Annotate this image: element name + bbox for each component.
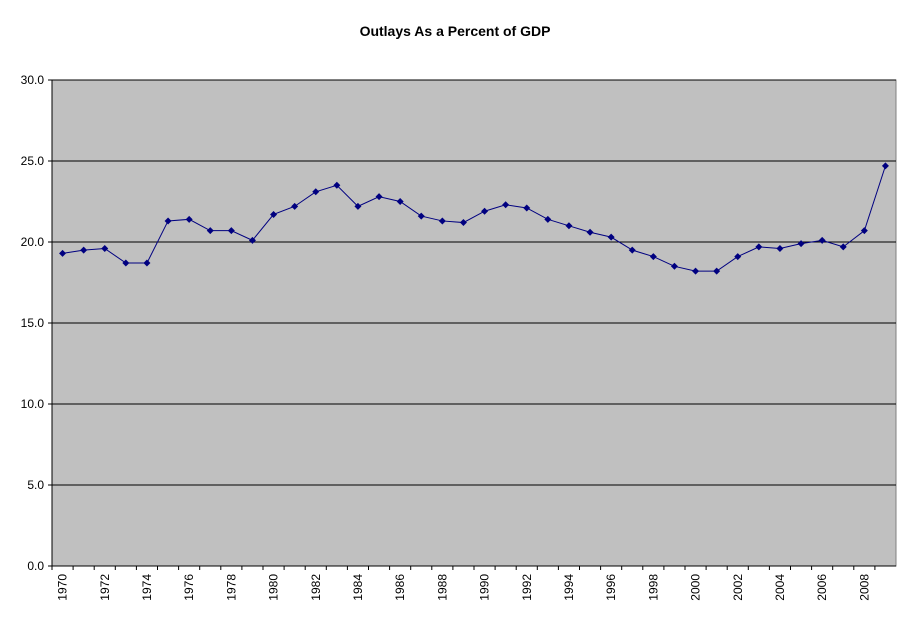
data-point	[607, 233, 615, 241]
data-point	[80, 246, 88, 254]
x-tick-label: 1986	[393, 574, 407, 601]
data-point	[713, 267, 721, 275]
x-tick-label: 1992	[520, 574, 534, 601]
data-point	[396, 198, 404, 205]
data-point	[270, 210, 278, 218]
chart-title: Outlays As a Percent of GDP	[360, 23, 551, 39]
y-tick-label: 5.0	[27, 478, 44, 492]
x-tick-label: 2008	[857, 574, 871, 601]
x-tick-label: 1988	[435, 574, 449, 601]
data-point	[185, 215, 193, 223]
data-point	[734, 253, 742, 261]
data-point	[586, 228, 594, 236]
data-point	[818, 236, 826, 244]
data-point	[860, 227, 868, 235]
x-tick-label: 1998	[646, 574, 660, 601]
data-point	[502, 201, 510, 209]
x-tick-label: 1976	[182, 574, 196, 601]
x-tick-label: 1982	[309, 574, 323, 601]
data-point	[354, 202, 362, 210]
data-point	[755, 243, 763, 251]
x-tick-label: 1980	[267, 574, 281, 601]
x-tick-label: 1990	[478, 574, 492, 601]
data-point	[544, 215, 552, 223]
data-point	[523, 204, 531, 212]
data-point	[206, 227, 214, 235]
data-point	[565, 222, 573, 230]
data-line	[62, 165, 886, 272]
data-point	[291, 202, 299, 210]
data-point	[692, 267, 700, 275]
data-point	[248, 236, 256, 244]
data-point	[333, 181, 341, 189]
data-point	[839, 243, 847, 251]
x-tick-label: 1978	[224, 574, 238, 601]
y-tick-label: 20.0	[21, 235, 45, 249]
y-tick-label: 10.0	[21, 397, 45, 411]
x-tick-label: 1974	[140, 574, 154, 601]
data-point	[881, 162, 889, 170]
data-point	[164, 217, 172, 225]
x-tick-label: 2004	[773, 574, 787, 601]
data-point	[459, 219, 467, 227]
x-tick-label: 2000	[689, 574, 703, 601]
x-tick-label: 2002	[731, 574, 745, 601]
x-tick-label: 1994	[562, 574, 576, 601]
x-tick-label: 1984	[351, 574, 365, 601]
x-tick-label: 1970	[56, 574, 70, 601]
data-point	[438, 217, 446, 225]
data-point	[101, 244, 109, 252]
y-tick-label: 0.0	[27, 559, 44, 573]
data-point	[628, 246, 636, 254]
x-tick-label: 2006	[815, 574, 829, 601]
data-point	[227, 227, 235, 235]
data-point	[776, 244, 784, 252]
data-point	[312, 188, 320, 196]
data-point	[122, 259, 130, 267]
data-point	[143, 259, 151, 267]
y-tick-label: 25.0	[21, 154, 45, 168]
y-tick-label: 15.0	[21, 316, 45, 330]
x-tick-label: 1972	[98, 574, 112, 601]
data-point	[649, 253, 657, 261]
data-point	[481, 207, 489, 215]
data-point	[670, 262, 678, 270]
data-point	[797, 240, 805, 248]
data-point	[417, 212, 425, 220]
x-tick-label: 1996	[604, 574, 618, 601]
y-tick-label: 30.0	[21, 73, 45, 87]
data-point	[59, 249, 67, 257]
data-point	[375, 193, 383, 201]
